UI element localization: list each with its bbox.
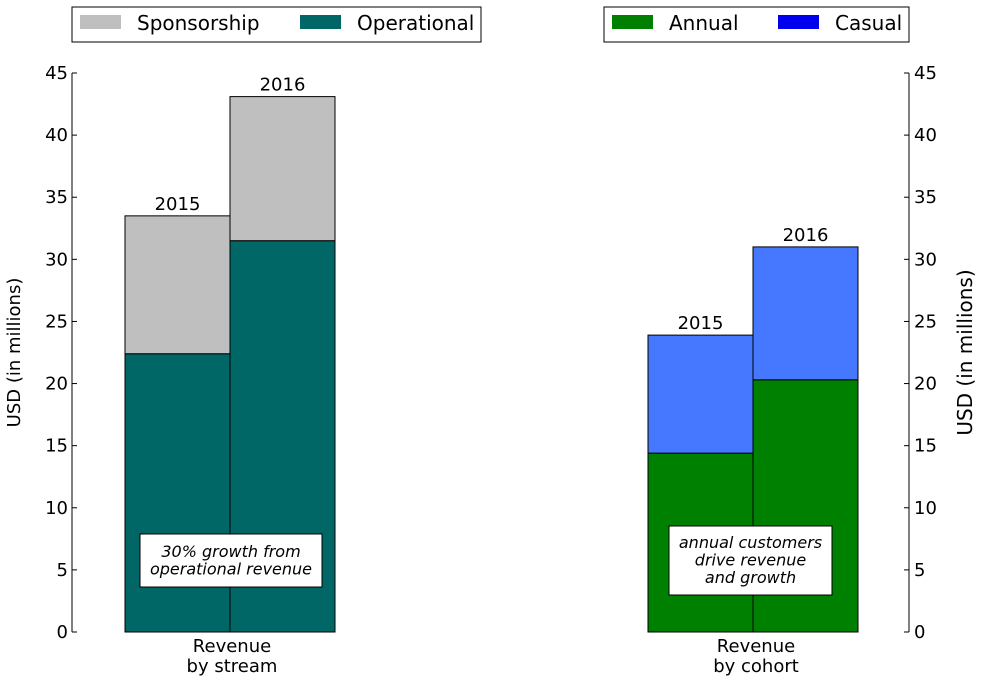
right-tick-label: 0 xyxy=(914,622,925,643)
legend-swatch-casual xyxy=(778,15,819,29)
left-tick-label: 15 xyxy=(45,436,68,457)
bar-sponsorship-2015 xyxy=(124,215,231,355)
bar-year-label-2015: 2015 xyxy=(155,194,201,215)
left-tick-label: 35 xyxy=(45,187,68,208)
x-label-line-2: by cohort xyxy=(713,656,799,677)
annotation-box xyxy=(139,533,323,588)
annotation-text: 30% growth from xyxy=(161,542,300,561)
right-tick-label: 25 xyxy=(914,311,937,332)
bar-casual-2016 xyxy=(752,246,859,381)
legend-box xyxy=(71,6,482,43)
legend-label-annual: Annual xyxy=(669,11,739,35)
right-tick-label: 45 xyxy=(914,63,937,84)
bar-casual-2015 xyxy=(647,334,754,454)
right-tick-label: 35 xyxy=(914,187,937,208)
right-tick-label: 40 xyxy=(914,125,937,146)
annotation-text: operational revenue xyxy=(150,559,312,578)
left-tick-label: 40 xyxy=(45,125,68,146)
bar-year-label-2015: 2015 xyxy=(678,313,724,334)
annotation-text: annual customers xyxy=(679,533,822,552)
right-tick-label: 10 xyxy=(914,498,937,519)
legend-swatch-sponsorship xyxy=(80,15,121,29)
legend-box xyxy=(603,6,910,43)
legend-label-casual: Casual xyxy=(835,11,902,35)
legend-swatch-operational xyxy=(300,15,341,29)
left-tick-label: 30 xyxy=(45,249,68,270)
left-tick-label: 45 xyxy=(45,63,68,84)
legend-label-sponsorship: Sponsorship xyxy=(137,11,260,35)
left-tick-label: 5 xyxy=(57,560,68,581)
left-y-axis-title: USD (in millions) xyxy=(4,278,25,428)
right-y-axis-title: USD (in millions) xyxy=(953,269,977,435)
legend-swatch-annual xyxy=(612,15,653,29)
left-tick-label: 20 xyxy=(45,374,68,395)
right-tick-label: 20 xyxy=(914,374,937,395)
bar-operational-2015 xyxy=(124,353,231,633)
annotation-box xyxy=(668,525,833,596)
legend-label-operational: Operational xyxy=(357,11,474,35)
bar-year-label-2016: 2016 xyxy=(260,75,306,96)
left-tick-label: 10 xyxy=(45,498,68,519)
annotation-text: and growth xyxy=(705,568,796,587)
x-label-line-2: by stream xyxy=(187,656,278,677)
annotation-text: drive revenue xyxy=(695,551,807,570)
left-tick-label: 0 xyxy=(57,622,68,643)
x-label-line-1: Revenue xyxy=(717,636,795,657)
right-tick-label: 15 xyxy=(914,436,937,457)
x-label-line-1: Revenue xyxy=(193,636,271,657)
bar-sponsorship-2016 xyxy=(229,96,336,242)
right-tick-label: 30 xyxy=(914,249,937,270)
right-tick-label: 5 xyxy=(914,560,925,581)
bar-year-label-2016: 2016 xyxy=(783,225,829,246)
left-tick-label: 25 xyxy=(45,311,68,332)
